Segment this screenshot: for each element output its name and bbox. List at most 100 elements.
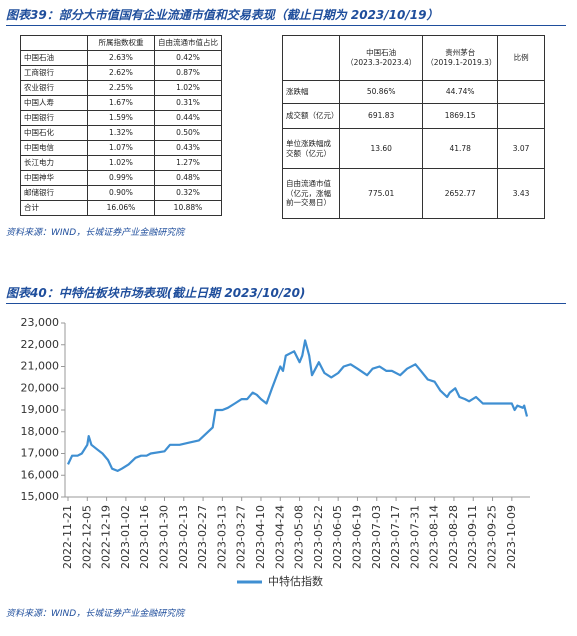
figure-title: 图表40：中特估板块市场表现(截止日期 2023/10/20)	[6, 286, 306, 300]
x-tick-label: 2023-02-27	[196, 505, 209, 569]
x-tick-label: 2023-04-24	[273, 505, 286, 569]
table-row: 中国神华 0.99% 0.48%	[20, 170, 223, 186]
table-row: 单位涨跌幅成交额（亿元） 13.60 41.78 3.07	[281, 128, 545, 169]
table-cell: 0.99%	[86, 170, 155, 186]
y-tick-label: 17,000	[21, 447, 60, 460]
table-cell: 2.63%	[86, 50, 155, 66]
table-cell: 3.43	[497, 168, 545, 219]
table-cell: 13.60	[339, 128, 424, 169]
table-row: 中国电信 1.07% 0.43%	[20, 140, 223, 156]
table-cell	[281, 35, 341, 81]
table-cell: 邮储银行	[20, 185, 88, 201]
table-row: 所属指数权重 自由流通市值占比	[20, 35, 223, 51]
x-tick-label: 2023-09-25	[486, 505, 499, 569]
table-cell: 0.90%	[86, 185, 155, 201]
table-cell: 2.25%	[86, 80, 155, 96]
x-tick-label: 2023-02-13	[177, 505, 190, 569]
table-row: 中国银行 1.59% 0.44%	[20, 110, 223, 126]
table-cell: 比例	[497, 35, 545, 81]
title-rule	[6, 25, 566, 26]
x-tick-label: 2023-05-08	[293, 505, 306, 569]
table-cell: 1.59%	[86, 110, 155, 126]
table-cell: 农业银行	[20, 80, 88, 96]
table-cell: 0.31%	[153, 95, 223, 111]
table-row: 涨跌幅 50.86% 44.74%	[281, 80, 545, 104]
table-row: 农业银行 2.25% 1.02%	[20, 80, 223, 96]
table-cell: 中国石油	[20, 50, 88, 66]
table-cell: 775.01	[339, 168, 424, 219]
x-tick-label: 2023-10-09	[505, 505, 518, 569]
table-row: 合计 16.06% 10.88%	[20, 200, 223, 216]
x-tick-label: 2022-12-05	[80, 505, 93, 569]
table-cell: 1869.15	[422, 103, 499, 129]
table-cell: 50.86%	[339, 80, 424, 104]
right-table: 中国石油 （2023.3-2023.4） 贵州茅台 （2019.1-2019.3）…	[281, 35, 545, 219]
figure-title: 图表39：部分大市值国有企业流通市值和交易表现（截止日期为 2023/10/19…	[6, 8, 439, 22]
x-tick-label: 2023-07-17	[389, 505, 402, 569]
table-row: 中国石化 1.32% 0.50%	[20, 125, 223, 141]
x-tick-label: 2023-06-05	[331, 505, 344, 569]
y-tick-label: 16,000	[21, 468, 60, 481]
table-cell: 0.48%	[153, 170, 223, 186]
table-cell: 691.83	[339, 103, 424, 129]
table-cell	[497, 103, 545, 129]
table-cell: 1.02%	[153, 80, 223, 96]
table-cell: 工商银行	[20, 65, 88, 81]
table-cell: 中国神华	[20, 170, 88, 186]
y-tick-label: 21,000	[21, 360, 60, 373]
table-cell: 10.88%	[153, 200, 223, 216]
table-cell: 单位涨跌幅成交额（亿元）	[281, 128, 341, 169]
y-tick-label: 18,000	[21, 425, 60, 438]
source: 资料来源：WIND，长城证券产业金融研究院	[6, 228, 185, 238]
chart: 15,000 16,000 17,000 18,000 19,000 20,000 21,0…	[21, 316, 530, 588]
legend-label: 中特估指数	[268, 574, 323, 588]
table-cell: 自由流通市值占比	[153, 35, 223, 51]
x-tick-label: 2023-09-11	[466, 505, 479, 569]
table-cell: 44.74%	[422, 80, 499, 104]
table-cell: 1.02%	[86, 155, 155, 171]
table-row: 长江电力 1.02% 1.27%	[20, 155, 223, 171]
y-tick-label: 19,000	[21, 403, 60, 416]
y-tick-label: 23,000	[21, 316, 60, 329]
table-cell: 16.06%	[86, 200, 155, 216]
y-tick-label: 20,000	[21, 381, 60, 394]
x-tick-label: 2023-04-10	[254, 505, 267, 569]
table-row: 邮储银行 0.90% 0.32%	[20, 185, 223, 201]
source: 资料来源：WIND，长城证券产业金融研究院	[6, 609, 185, 619]
table-cell: 0.32%	[153, 185, 223, 201]
table-cell: 0.42%	[153, 50, 223, 66]
x-tick-label: 2022-11-21	[61, 505, 74, 569]
title-rule	[6, 303, 566, 304]
x-tick-label: 2023-06-19	[350, 505, 363, 569]
table-row: 中国人寿 1.67% 0.31%	[20, 95, 223, 111]
table-row: 中国石油 （2023.3-2023.4） 贵州茅台 （2019.1-2019.3）…	[281, 35, 545, 81]
table-cell: 2.62%	[86, 65, 155, 81]
table-cell: 0.44%	[153, 110, 223, 126]
x-tick-label: 2023-01-30	[157, 505, 170, 569]
table-cell	[20, 35, 88, 51]
x-tick-label: 2023-08-14	[428, 505, 441, 569]
table-cell: 中国银行	[20, 110, 88, 126]
table-cell: 0.43%	[153, 140, 223, 156]
data-line	[67, 339, 529, 472]
x-tick-label: 2023-03-13	[215, 505, 228, 569]
table-cell: 涨跌幅	[281, 80, 341, 104]
table-cell: 3.07	[497, 128, 545, 169]
y-tick-label: 15,000	[21, 490, 60, 503]
table-cell: 41.78	[422, 128, 499, 169]
table-cell: 中国人寿	[20, 95, 88, 111]
x-tick-label: 2022-12-19	[100, 505, 113, 569]
table-cell: 长江电力	[20, 155, 88, 171]
x-tick-label: 2023-08-28	[447, 505, 460, 569]
table-cell: 1.32%	[86, 125, 155, 141]
x-tick-label: 2023-07-03	[370, 505, 383, 569]
left-table: 所属指数权重 自由流通市值占比 中国石油 2.63% 0.42% 工商银行 2.62% 0.8…	[20, 35, 223, 216]
x-tick-label: 2023-01-02	[119, 505, 132, 569]
table-cell: 中国石化	[20, 125, 88, 141]
table-cell: 1.67%	[86, 95, 155, 111]
table-row: 中国石油 2.63% 0.42%	[20, 50, 223, 66]
table-cell: 0.50%	[153, 125, 223, 141]
table-cell: 贵州茅台 （2019.1-2019.3）	[422, 35, 499, 81]
table-cell: 1.07%	[86, 140, 155, 156]
